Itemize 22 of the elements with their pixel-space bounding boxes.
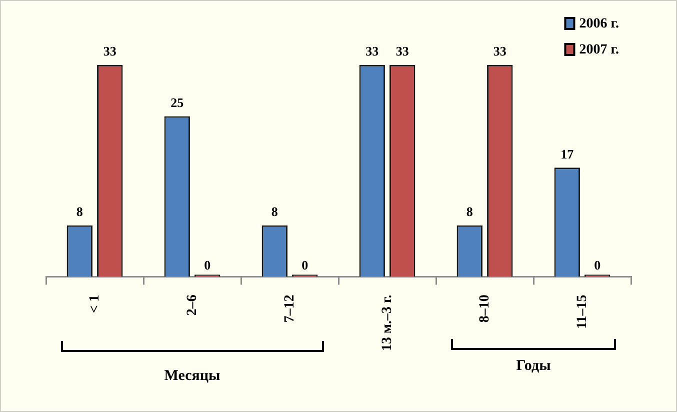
data-label: 33 [366, 44, 380, 59]
x-tick-label: < 1 [87, 294, 102, 314]
legend-label: 2006 г. [579, 16, 620, 32]
x-tick-label: 11–15 [574, 294, 590, 329]
data-label: 8 [271, 204, 278, 220]
data-label: 33 [396, 44, 410, 59]
data-label: 33 [103, 44, 117, 59]
data-label: 8 [466, 204, 474, 220]
data-label: 0 [594, 258, 601, 273]
x-tick-label: 13 м.–3 г. [380, 294, 395, 352]
text: Годы [516, 358, 551, 375]
data-label: 33 [493, 44, 507, 59]
legend-label: 2007 г. [579, 42, 620, 58]
data-label: 0 [204, 258, 211, 273]
x-tick-label: 2–6 [184, 294, 200, 316]
data-label: 25 [170, 95, 184, 110]
data-label: 0 [302, 258, 308, 273]
x-tick-label: 8–10 [477, 294, 492, 323]
data-label: 8 [76, 204, 84, 220]
text: Месяцы [164, 368, 220, 385]
data-label: 17 [560, 146, 574, 162]
x-tick-label: 7–12 [282, 294, 298, 323]
